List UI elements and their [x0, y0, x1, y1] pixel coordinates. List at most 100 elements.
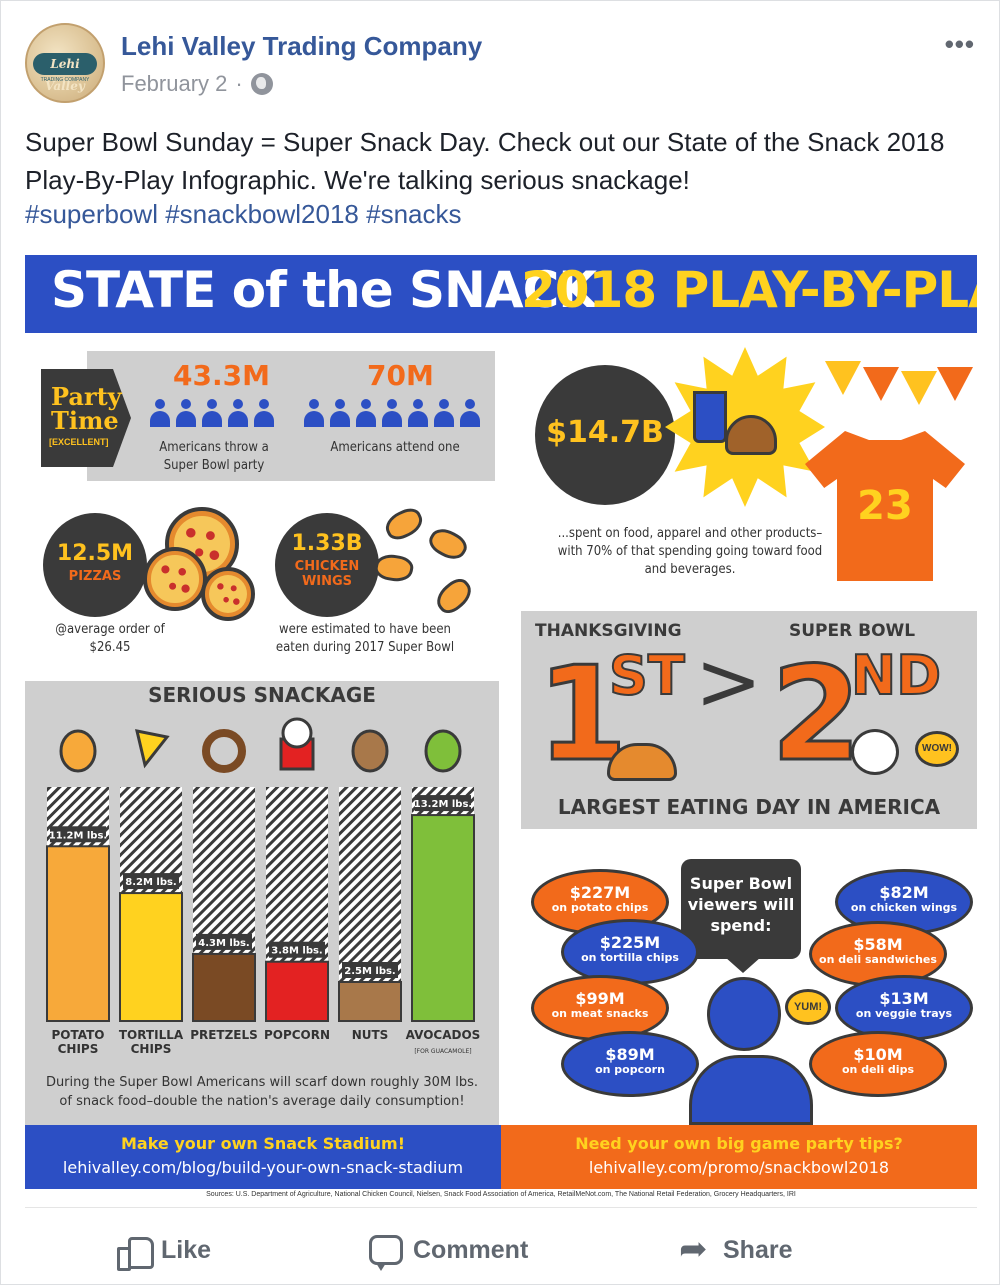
spend-item-ball: $89M on popcorn [561, 1031, 699, 1097]
jersey-number: 23 [857, 483, 913, 529]
party-time-sub: [EXCELLENT] [49, 437, 109, 447]
people-icons-attendees [303, 399, 481, 427]
more-options-icon[interactable]: ••• [944, 29, 975, 59]
post-date-link[interactable]: February 2 [121, 71, 228, 96]
viewer-head-icon [707, 977, 781, 1051]
spend-item-amount: $225M [599, 933, 661, 952]
spend-item-label: on potato chips [551, 901, 649, 914]
spend-item-amount: $82M [879, 883, 929, 902]
popcorn-kernel-icon [281, 717, 313, 749]
share-button[interactable]: Share [679, 1229, 793, 1269]
soda-cup-icon [693, 391, 727, 443]
largest-eating-day-caption: LARGEST EATING DAY IN AMERICA [557, 795, 941, 819]
pizza-bubble [43, 513, 147, 617]
spend-item-label: on chicken wings [850, 901, 958, 914]
infographic-sources: Sources: U.S. Department of Agriculture,… [206, 1191, 796, 1198]
spend-item-amount: $99M [575, 989, 625, 1008]
snackage-title: SERIOUS SNACKAGE [148, 683, 376, 707]
infographic-image[interactable]: STATE of the SNACK 2018 PLAY-BY-PLAY Par… [25, 255, 977, 1207]
avocado-icon [424, 729, 462, 773]
bar-category-label: CHIPS [131, 1042, 172, 1056]
wings-caption: were estimated to have been eaten during… [275, 622, 455, 655]
party-tips-title: Need your own big game party tips? [575, 1134, 903, 1153]
person-icon [201, 399, 223, 427]
super-bowl-label: SUPER BOWL [789, 621, 916, 641]
snack-stadium-banner[interactable] [25, 1125, 501, 1189]
party-time-label: Party Time [51, 385, 122, 433]
popcorn-icon [851, 729, 899, 775]
thanksgiving-label: THANKSGIVING [535, 621, 682, 641]
pizza-icon [201, 567, 255, 621]
person-icon [433, 399, 455, 427]
party-tips-url[interactable]: lehivalley.com/promo/snackbowl2018 [588, 1158, 890, 1177]
bar [265, 960, 329, 1022]
person-icon [175, 399, 197, 427]
person-icon [381, 399, 403, 427]
potato-chip-icon [59, 729, 97, 773]
wow-bubble: WOW! [915, 731, 959, 767]
meta-separator: · [235, 71, 243, 96]
yum-bubble: YUM! [785, 989, 831, 1025]
like-label: Like [161, 1235, 212, 1264]
spend-item-amount: $58M [853, 935, 903, 954]
party-tips-banner[interactable] [501, 1125, 977, 1189]
page-name-link[interactable]: Lehi Valley Trading Company [121, 31, 483, 61]
bar-value-label: 13.2M lbs. [414, 799, 472, 810]
comment-button[interactable]: Comment [369, 1232, 528, 1271]
globe-icon[interactable] [250, 73, 273, 95]
bar [119, 892, 183, 1022]
spend-item-amount: $89M [605, 1045, 655, 1064]
peanut-icon [351, 729, 389, 773]
bar-value-tag [269, 941, 325, 958]
turkey-icon [607, 743, 677, 781]
bar-value-label: 8.2M lbs. [125, 877, 176, 888]
spend-item-amount: $13M [879, 989, 929, 1008]
avatar-subtitle: TRADING COMPANY [40, 77, 90, 83]
spend-item-label: on deli dips [842, 1063, 914, 1076]
chicken-wing-icon [373, 551, 415, 585]
pizza-icon [143, 547, 207, 611]
bar-category-label: AVOCADOS [406, 1028, 481, 1042]
person-icon [407, 399, 429, 427]
bar [338, 981, 402, 1022]
super-bowl-rank: 2 [769, 638, 862, 790]
person-icon [303, 399, 325, 427]
party-stat-attendees-caption: Americans attend one [330, 440, 460, 455]
snack-stadium-title: Make your own Snack Stadium! [120, 1134, 406, 1153]
person-icon [227, 399, 249, 427]
party-stat-hosts-caption: Americans throw a Super Bowl party [159, 440, 269, 473]
spend-item-amount: $10M [853, 1045, 903, 1064]
thanksgiving-rank-suffix: ST [608, 644, 686, 707]
wings-label: CHICKEN WINGS [294, 559, 360, 589]
tortilla-chip-icon [135, 729, 170, 769]
bar-category-label: TORTILLA [119, 1028, 184, 1042]
bar-value-tag [415, 795, 471, 812]
snack-stadium-url[interactable]: lehivalley.com/blog/build-your-own-snack… [62, 1158, 464, 1177]
bar-value-tag [196, 933, 252, 950]
post-actions-bar: Like Comment Share [25, 1207, 977, 1286]
share-label: Share [723, 1235, 793, 1264]
bar-value-label: 3.8M lbs. [271, 946, 322, 957]
post-hashtags-link[interactable]: #superbowl #snackbowl2018 #snacks [25, 199, 462, 229]
snackage-footnote: During the Super Bowl Americans will sca… [45, 1075, 479, 1109]
page-avatar[interactable]: Lehi Valley TRADING COMPANY [25, 23, 105, 103]
bar-category-label: NUTS [352, 1028, 389, 1042]
spend-amount: $14.7B [546, 415, 664, 450]
share-icon [679, 1229, 713, 1269]
bar-value-tag [342, 962, 398, 978]
person-icon [253, 399, 275, 427]
person-icon [355, 399, 377, 427]
like-button[interactable]: Like [117, 1232, 212, 1271]
party-stat-attendees: 70M [367, 359, 434, 392]
pizza-caption: @average order of $26.45 [55, 622, 165, 655]
bar-value-label: 11.2M lbs. [49, 830, 107, 841]
wings-bubble [275, 513, 379, 617]
infographic-title-highlight: 2018 PLAY-BY-PLAY [521, 261, 977, 319]
pizza-amount: 12.5M [56, 541, 134, 566]
chicken-wing-icon [425, 523, 471, 565]
burger-icon [725, 415, 777, 455]
pennant-flag [863, 367, 899, 401]
pennant-flag [825, 361, 861, 395]
people-icons-hosts [149, 399, 275, 427]
infographic-title-band [25, 255, 977, 333]
